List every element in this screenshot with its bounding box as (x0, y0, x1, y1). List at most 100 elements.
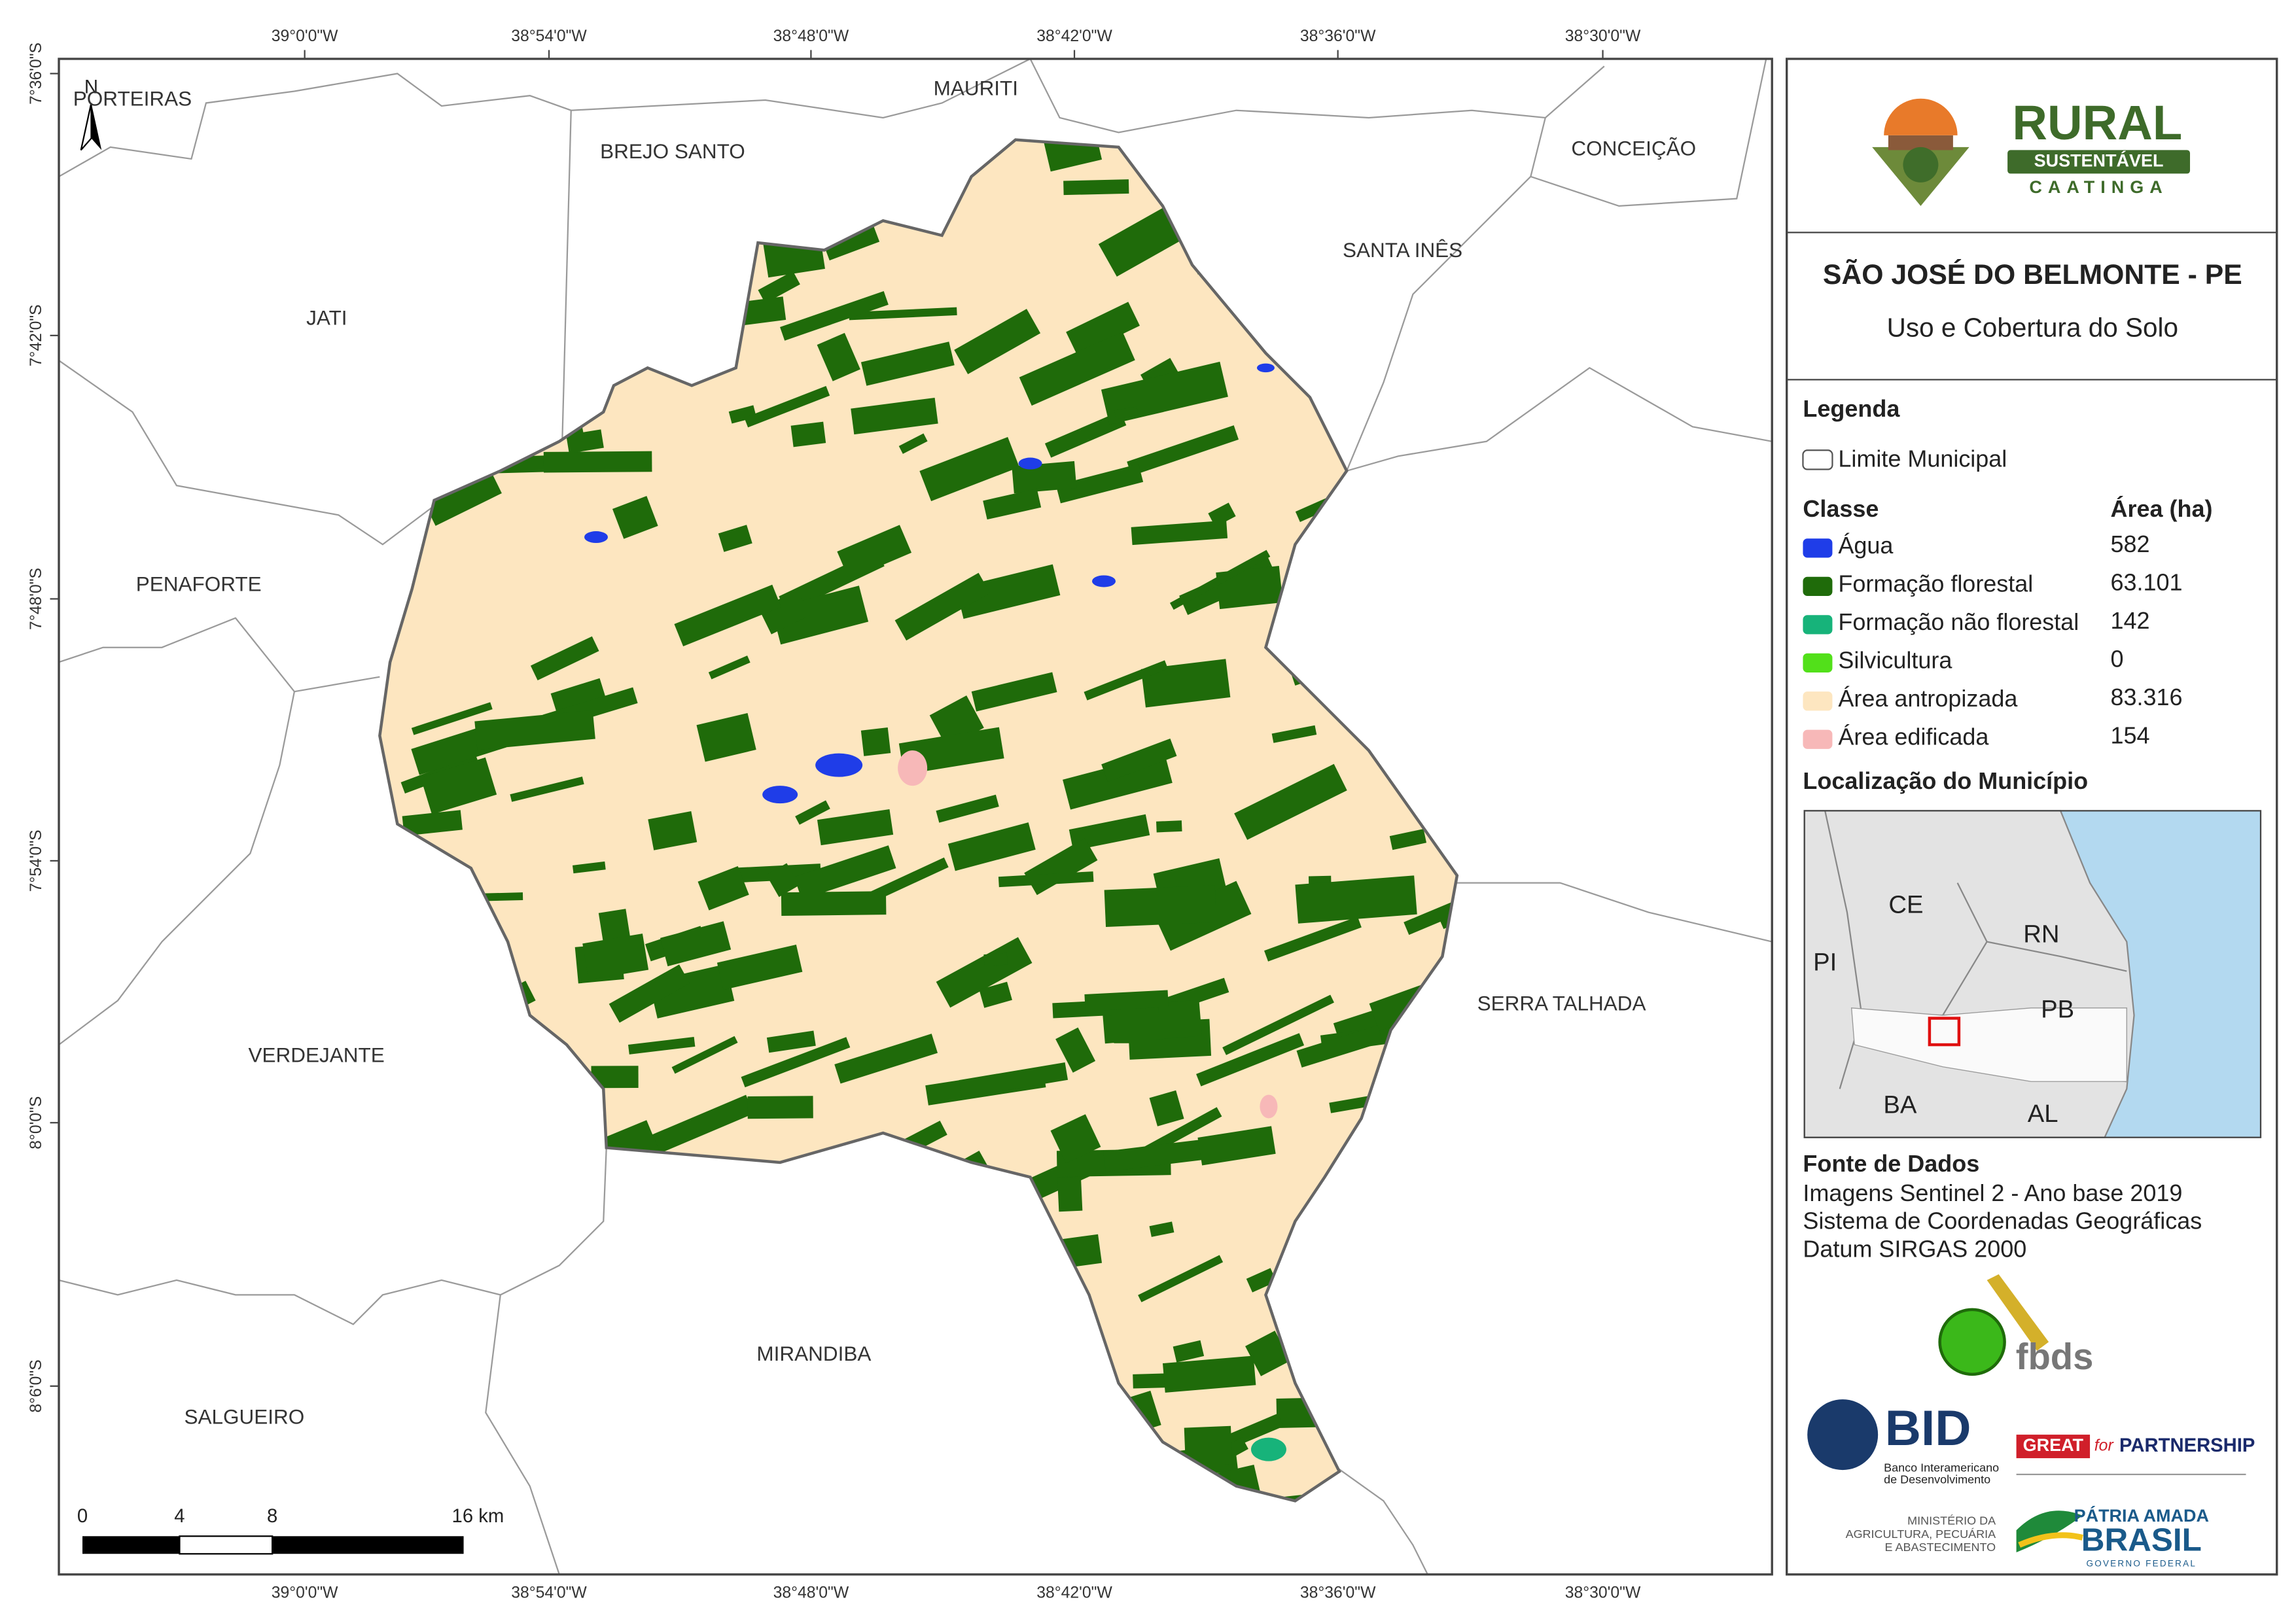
forest-patch (947, 822, 1036, 871)
map-subtitle: Uso e Cobertura do Solo (1887, 313, 2178, 343)
forest-patch (1103, 1138, 1213, 1172)
municipality-label: MAURITI (934, 77, 1018, 100)
forest-patch (983, 488, 1042, 520)
longitude-label: 39°0'0"W (272, 1584, 338, 1602)
forest-patch (1098, 204, 1187, 277)
scale-label: 4 (174, 1506, 185, 1527)
boundary (1029, 58, 1605, 133)
forest-patch (1138, 1255, 1224, 1302)
forest-patch (758, 590, 810, 635)
inset-pe (1850, 1007, 2127, 1082)
forest-patch (411, 702, 493, 735)
bid-text: BID (1885, 1401, 1971, 1456)
forest-patch (894, 572, 991, 641)
longitude-label: 38°54'0"W (511, 1584, 587, 1602)
forest-patch (747, 1096, 813, 1119)
water-body (584, 531, 608, 543)
legend-area: 63.101 (2111, 568, 2183, 595)
boundary (485, 1295, 560, 1575)
bid-circle (1807, 1399, 1879, 1471)
fbds-text: fbds (2016, 1336, 2094, 1377)
forest-patch (1133, 1373, 1173, 1389)
forest-patch (1169, 550, 1271, 610)
boundary (1529, 58, 1767, 207)
legend-swatch (1803, 615, 1833, 635)
legend-label: Área antropizada (1838, 685, 2017, 712)
forest-patch (474, 710, 595, 750)
legend-label: Formação florestal (1838, 570, 2033, 597)
forest-patch (1140, 659, 1231, 708)
forest-patch (1295, 875, 1417, 924)
forest-patch (956, 564, 1061, 619)
forest-patch (1296, 1025, 1383, 1068)
forest-patch (959, 1062, 1069, 1098)
forest-patch (1114, 406, 1139, 419)
forest-patch (591, 1066, 639, 1089)
scale-segment (82, 1536, 180, 1554)
longitude-label: 38°42'0"W (1036, 27, 1112, 45)
forest-patch (660, 921, 732, 967)
scale-label: 8 (267, 1506, 277, 1527)
forest-patch (1063, 179, 1129, 196)
water-body (762, 786, 798, 804)
legend-label: Formação não florestal (1838, 608, 2079, 635)
urban-area (898, 750, 928, 786)
forest-patch (716, 944, 803, 990)
state-label: CE (1888, 891, 1923, 919)
forest-patch (1114, 1005, 1152, 1043)
municipal-limit (378, 138, 1459, 1503)
logo-band (1888, 135, 1953, 150)
scale-bar: 0 4 8 16 km (77, 1506, 504, 1555)
scale-segment (179, 1535, 274, 1555)
longitude-label: 38°42'0"W (1036, 1584, 1112, 1602)
forest-patch (1044, 411, 1127, 458)
great-text: GREAT (2023, 1435, 2084, 1455)
sources-heading: Fonte de Dados (1803, 1150, 1979, 1177)
forest-patch (971, 672, 1057, 712)
municipality-label: SERRA TALHADA (1477, 992, 1646, 1015)
forest-patch (612, 496, 658, 539)
municipality-label: CONCEIÇÃO (1571, 137, 1696, 160)
forest-patch (1143, 1107, 1222, 1157)
map-title: SÃO JOSÉ DO BELMONTE - PE (1823, 259, 2242, 290)
logo-rural: RURAL (2012, 96, 2182, 150)
state-label: PI (1813, 948, 1837, 976)
forest-patch (1162, 1355, 1256, 1393)
forest-patch (834, 1034, 938, 1084)
ministry-line: MINISTÉRIO DA (1907, 1514, 1996, 1527)
brasil-flag-mark (2018, 1532, 2083, 1548)
forest-patch (708, 655, 751, 680)
latitude-label: 7°36'0"S (27, 43, 45, 105)
state-label: PB (2041, 995, 2074, 1023)
forest-patch (1043, 139, 1103, 172)
urban-area (1260, 1094, 1278, 1119)
longitude-label: 38°36'0"W (1300, 1584, 1376, 1602)
state-label: RN (2023, 920, 2059, 949)
map-frame (58, 58, 1773, 1576)
bid-name: de Desenvolvimento (1884, 1473, 1990, 1486)
forest-patch (1019, 332, 1135, 406)
forest-patch (837, 525, 912, 580)
source-line: Imagens Sentinel 2 - Ano base 2019 (1803, 1179, 2182, 1206)
forest-patch (936, 794, 999, 823)
inset-borders (1824, 811, 2127, 1089)
forest-patch (1222, 994, 1334, 1055)
logo-caatinga: CAATINGA (2029, 177, 2168, 197)
forest-patch (1050, 1114, 1101, 1164)
location-inset: CE RN PI PB BA AL (1803, 810, 2262, 1138)
forest-patch (543, 451, 652, 473)
ministry-line: AGRICULTURA, PECUÁRIA (1846, 1527, 1996, 1541)
legend-swatch (1803, 576, 1833, 596)
latitude-label: 7°42'0"S (27, 304, 45, 366)
forest-patch (1055, 1027, 1096, 1073)
legend-heading: Legenda (1803, 395, 1900, 422)
forest-patch (771, 585, 869, 645)
municipality-labels: PORTEIRAS MAURITI BREJO SANTO CONCEIÇÃO SANT… (73, 77, 1696, 1429)
municipality-label: PORTEIRAS (73, 86, 192, 110)
forest-patch (936, 937, 1033, 1008)
forest-patch (979, 981, 1012, 1008)
boundary (1345, 176, 1773, 472)
forest-patch (1131, 520, 1228, 546)
forest-patch (1149, 1090, 1184, 1126)
